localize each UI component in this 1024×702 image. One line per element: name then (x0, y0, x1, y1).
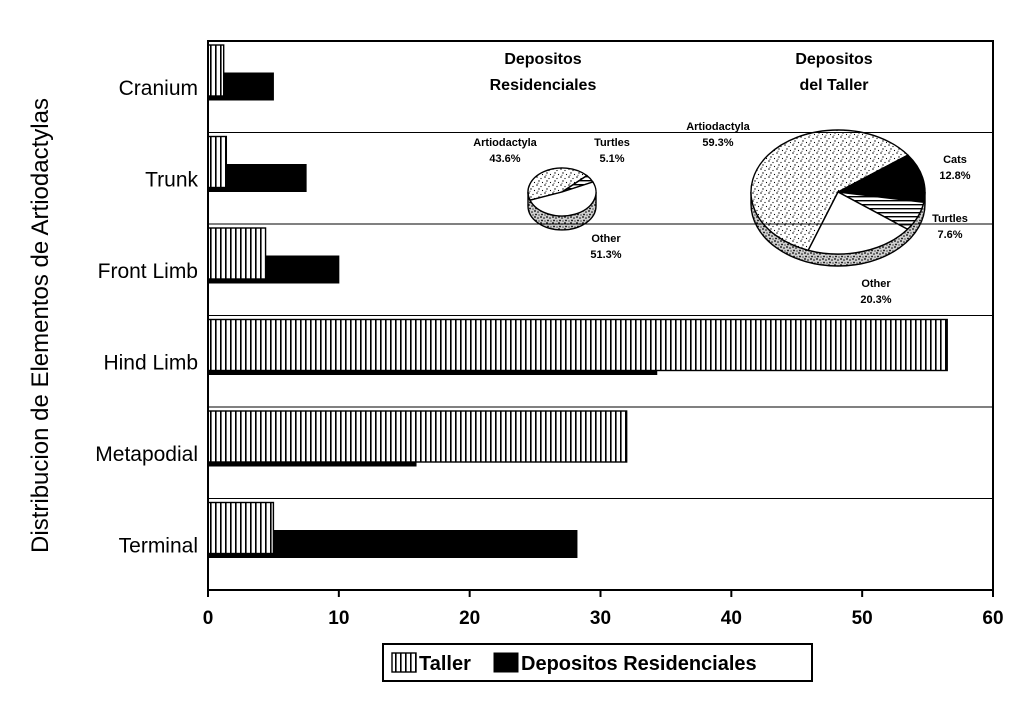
x-tick-label: 40 (721, 608, 742, 629)
x-tick-label: 0 (203, 608, 214, 629)
bars-layer (207, 44, 948, 558)
taller-pie-value-turtles: 7.6% (937, 229, 962, 241)
bar-group-cranium (207, 44, 274, 101)
bar-taller-metapodial (207, 410, 628, 463)
category-label-metapodial: Metapodial (95, 443, 198, 466)
bar-taller-front-limb (207, 227, 267, 280)
residenciales-pie-value-turtles: 5.1% (599, 153, 624, 165)
bar-taller-trunk (207, 135, 228, 189)
x-tick-label: 10 (328, 608, 349, 629)
pie-charts-layer: Depositos Residenciales Artiodactyla 43.6% T… (473, 51, 971, 306)
category-label-front-limb: Front Limb (98, 260, 198, 283)
axes-layer: Cranium Trunk Front Limb Hind Limb Metapodia… (27, 40, 1004, 629)
taller-pie-value-artiodactyla: 59.3% (702, 137, 733, 149)
residenciales-pie: Depositos Residenciales Artiodactyla 43.6% T… (473, 51, 630, 261)
residenciales-pie-slice-artiodactyla (527, 167, 589, 202)
taller-pie-label-artiodactyla: Artiodactyla (686, 121, 750, 133)
residenciales-pie-title-line: Depositos (504, 51, 581, 68)
taller-pie-slice-other (807, 191, 909, 255)
taller-pie-label-other: Other (861, 278, 891, 290)
bar-group-front-limb (207, 227, 340, 284)
category-label-hind-limb: Hind Limb (103, 351, 198, 374)
residenciales-pie-value-other: 51.3% (590, 249, 621, 261)
legend: Taller Depositos Residenciales (382, 643, 813, 682)
y-axis-label: Distribucion de Elementos de Artiodactyl… (27, 98, 54, 553)
legend-box (382, 643, 813, 682)
x-tick-label: 30 (590, 608, 611, 629)
x-tick-label: 50 (852, 608, 873, 629)
category-label-cranium: Cranium (119, 77, 198, 100)
bar-taller-terminal (207, 501, 275, 555)
category-label-terminal: Terminal (119, 534, 198, 557)
bar-group-hind-limb (207, 318, 948, 375)
taller-pie-slice-artiodactyla (750, 129, 910, 252)
x-tick-label: 60 (982, 608, 1003, 629)
bar-taller-cranium (207, 44, 225, 97)
bar-taller-hind-limb (207, 318, 948, 372)
x-tick-label: 20 (459, 608, 480, 629)
residenciales-pie-label-turtles: Turtles (594, 137, 630, 149)
taller-pie-value-other: 20.3% (860, 294, 891, 306)
legend-swatch-depositos-residenciales (493, 652, 519, 673)
residenciales-pie-slice-other (529, 181, 597, 217)
taller-pie-slice-cats (835, 154, 926, 204)
taller-pie-title-line: del Taller (799, 77, 868, 94)
bar-group-trunk (207, 135, 307, 192)
residenciales-pie-value-artiodactyla: 43.6% (489, 153, 520, 165)
taller-pie-value-cats: 12.8% (939, 170, 970, 182)
category-label-trunk: Trunk (145, 168, 198, 191)
legend-swatch-taller (391, 652, 417, 673)
taller-pie-title-line: Depositos (795, 51, 872, 68)
taller-pie-label-cats: Cats (943, 154, 967, 166)
residenciales-pie-label-artiodactyla: Artiodactyla (473, 137, 537, 149)
bar-group-terminal (207, 501, 578, 558)
legend-label-depositos-residenciales: Depositos Residenciales (521, 653, 757, 675)
residenciales-pie-title-line: Residenciales (490, 77, 597, 94)
taller-pie-label-turtles: Turtles (932, 213, 968, 225)
taller-pie: Depositos del Taller Artiodactyla 59.3% Cats… (686, 51, 971, 306)
legend-label-taller: Taller (419, 653, 471, 675)
bar-group-metapodial (207, 410, 628, 467)
residenciales-pie-label-other: Other (591, 233, 621, 245)
